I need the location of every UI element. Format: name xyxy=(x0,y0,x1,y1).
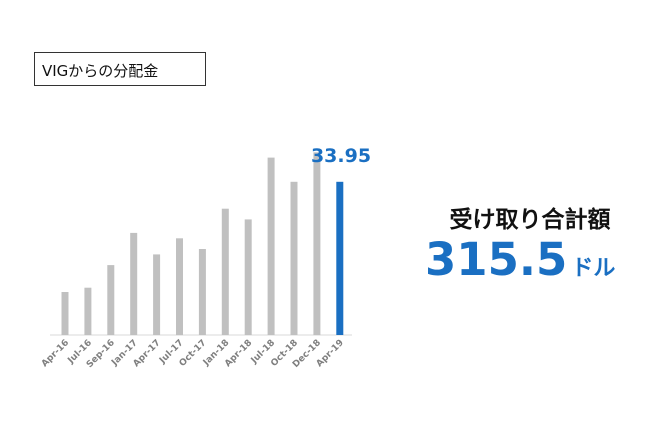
bar-dec-18 xyxy=(313,152,321,336)
total-received-value: 315.5 ドル xyxy=(425,233,615,286)
bar-jan-17 xyxy=(130,232,138,335)
bar-jul-16 xyxy=(84,287,92,335)
x-tick-label: Apr-16 xyxy=(40,338,71,369)
bar-jan-18 xyxy=(221,208,229,335)
bar-apr-19 xyxy=(336,181,344,335)
bar-sep-16 xyxy=(107,265,115,335)
latest-dividend-label: 33.95 xyxy=(311,145,371,167)
total-amount: 315.5 xyxy=(425,233,568,286)
bar-apr-18 xyxy=(244,219,252,335)
total-received-label: 受け取り合計額 xyxy=(449,207,611,233)
bar-oct-18 xyxy=(290,181,298,335)
chart-title: VIGからの分配金 xyxy=(34,52,206,86)
bar-jul-17 xyxy=(176,238,183,336)
bar-oct-17 xyxy=(198,249,206,335)
total-unit: ドル xyxy=(571,256,616,281)
bar-apr-16 xyxy=(61,292,69,335)
bar-apr-17 xyxy=(153,254,161,335)
bar-jul-18 xyxy=(267,157,275,335)
